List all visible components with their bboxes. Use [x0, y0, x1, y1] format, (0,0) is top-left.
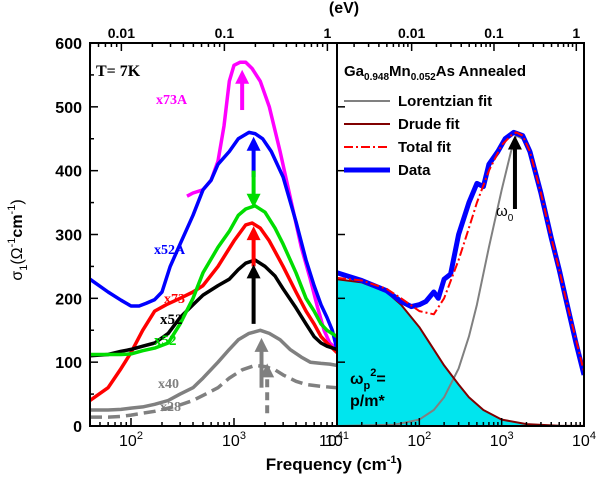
- top-tick-label-right-0: 0.01: [398, 25, 425, 41]
- series-line-x52A-1: [90, 130, 337, 350]
- top-tick-label-left-1: 0.1: [215, 25, 235, 41]
- arrow-x40-head: [254, 337, 269, 352]
- temperature-label: T= 7K: [96, 63, 141, 80]
- top-axis-label: (eV): [329, 0, 359, 17]
- legend-label-drude: Drude fit: [398, 116, 460, 133]
- series-label-x52A: x52A: [154, 243, 186, 258]
- series-label-x52-green: x52: [154, 333, 177, 349]
- arrow-x52-black-head: [246, 264, 261, 279]
- series-line-x73-2: [90, 221, 337, 402]
- y-tick-label-2: 200: [55, 291, 82, 308]
- legend: Lorentzian fit Drude fit Total fit Data: [344, 93, 492, 179]
- series-line-x52-3: [90, 258, 337, 358]
- omegap-label: ωp2=: [350, 367, 386, 392]
- x-tick-label-right-1: 102: [407, 430, 431, 450]
- legend-label-data: Data: [398, 162, 431, 179]
- series-label-x73A: x73A: [156, 93, 188, 108]
- x-tick-label-right-2: 103: [490, 430, 514, 450]
- y-tick-label-5: 500: [55, 100, 82, 117]
- series-line-total-fit: [337, 131, 584, 372]
- top-tick-label-right-1: 0.1: [484, 25, 504, 41]
- right-panel-title: Ga0.948Mn0.052As Annealed: [344, 63, 526, 83]
- series-label-x28: x28: [160, 400, 181, 415]
- y-tick-label-1: 100: [55, 355, 82, 372]
- x-tick-label-left-1: 103: [222, 430, 246, 450]
- y-axis-label: σ1(Ω-1cm-1): [6, 199, 30, 280]
- x-tick-label-right-3: 104: [572, 430, 596, 450]
- right-panel-series: [337, 129, 584, 426]
- x-tick-label-left-0: 102: [119, 430, 143, 450]
- arrow-omega0-head: [507, 135, 522, 150]
- y-tick-label-4: 400: [55, 164, 82, 181]
- x-tick-label-left-2: 104: [319, 430, 343, 450]
- arrow-x73A-head: [235, 69, 250, 84]
- series-line-data: [337, 129, 584, 376]
- arrow-x73-head: [246, 226, 261, 241]
- y-tick-label-6: 600: [55, 36, 82, 53]
- left-panel-series: [90, 60, 337, 419]
- series-line-x28-6: [90, 363, 337, 419]
- series-label-x52-black: x52: [160, 312, 183, 328]
- x-tick-label-right-0: 101: [325, 430, 349, 450]
- top-tick-label-left-2: 1: [323, 25, 331, 41]
- y-tick-label-3: 300: [55, 228, 82, 245]
- series-label-x40: x40: [158, 377, 179, 392]
- arrows: [235, 69, 522, 414]
- y-tick-label-0: 0: [73, 419, 82, 436]
- x-axis-label: Frequency (cm-1): [266, 454, 402, 474]
- series-label-x73: x73: [164, 292, 185, 307]
- legend-label-lorentzian: Lorentzian fit: [398, 93, 492, 110]
- omega0-label: ω0: [496, 203, 514, 224]
- drude-fill: [337, 279, 584, 426]
- top-tick-label-right-2: 1: [572, 25, 580, 41]
- series-line-x52-4: [90, 204, 337, 357]
- arrow-x52-green-head: [246, 193, 261, 208]
- arrow-x28-head: [260, 363, 275, 378]
- arrow-x52A-head: [246, 136, 261, 151]
- series-line-x40-5: [90, 328, 337, 412]
- legend-label-total: Total fit: [398, 139, 451, 156]
- drude-filled-area: [337, 279, 584, 426]
- series-line-x73A-0: [186, 60, 337, 351]
- top-tick-label-left-0: 0.01: [108, 25, 135, 41]
- omegap-label-line2: p/m*: [350, 393, 385, 410]
